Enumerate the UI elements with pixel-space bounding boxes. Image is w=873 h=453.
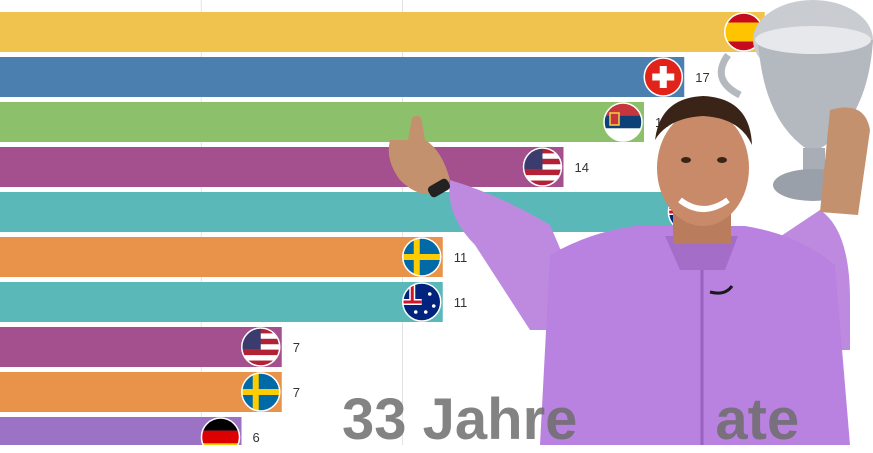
- sweden-flag-icon: [402, 238, 441, 276]
- bar-switzerland: [0, 57, 685, 97]
- switzerland-flag-icon: [644, 58, 683, 96]
- value-label: 17: [695, 70, 709, 85]
- value-label: 7: [293, 385, 300, 400]
- bar-sweden: [0, 372, 282, 412]
- sweden-flag-icon: [241, 373, 280, 411]
- bar-usa: [0, 327, 282, 367]
- value-label: 7: [293, 340, 300, 355]
- bar-sweden: [0, 237, 443, 277]
- value-label: 11: [454, 250, 468, 265]
- headline-text: 33 Jahre: [342, 387, 578, 452]
- bar-spain: [0, 12, 765, 52]
- headline-suffix: ate: [715, 387, 800, 452]
- bar-usa: [0, 147, 564, 187]
- value-label: 6: [253, 430, 260, 445]
- bar-serbia: [0, 102, 644, 142]
- value-label: 11: [454, 295, 468, 310]
- bar-australia: [0, 282, 443, 322]
- headline: 33 Jahre ate: [342, 386, 799, 453]
- tennis-player-photo: [388, 0, 873, 445]
- bar-australia: [0, 192, 709, 232]
- usa-flag-icon: [241, 328, 280, 366]
- australia-flag-icon: [402, 283, 441, 321]
- value-label: 14: [575, 160, 589, 175]
